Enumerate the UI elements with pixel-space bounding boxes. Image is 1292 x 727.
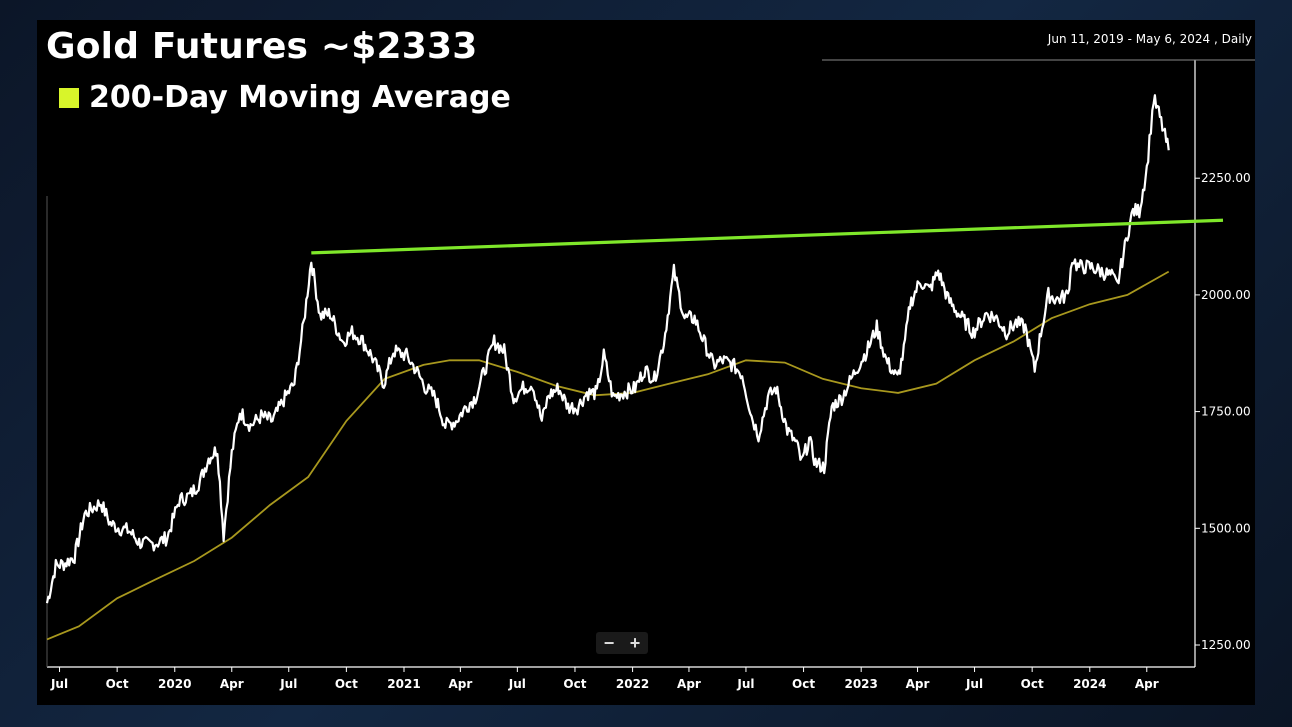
y-tick-label: 2000.00 — [1201, 288, 1251, 302]
x-tick-label: Oct — [1021, 677, 1044, 691]
x-tick-label: Oct — [106, 677, 129, 691]
y-axis-ticks: 1250.00 1500.00 1750.00 2000.00 2250.00 — [1195, 171, 1251, 652]
x-tick-label: Apr — [448, 677, 472, 691]
x-tick-label: Apr — [906, 677, 930, 691]
y-tick-label: 1750.00 — [1201, 405, 1251, 419]
y-tick-label: 1500.00 — [1201, 521, 1251, 535]
x-tick-label: Jul — [736, 677, 754, 691]
x-tick-label: 2021 — [387, 677, 420, 691]
x-tick-label: Jul — [508, 677, 526, 691]
resistance-trendline — [311, 218, 1224, 255]
y-tick-label: 2250.00 — [1201, 171, 1251, 185]
legend-swatch — [59, 87, 79, 108]
x-tick-label: Apr — [1135, 677, 1159, 691]
zoom-in-button[interactable]: + — [629, 633, 641, 653]
x-tick-label: 2023 — [844, 677, 877, 691]
x-axis-ticks: Jul Oct 2020 Apr Jul Oct 2021 Apr Jul Oct 2022 Apr J… — [50, 667, 1159, 691]
price-line — [45, 94, 1170, 604]
legend-label: 200-Day Moving Average — [89, 80, 511, 115]
chart-panel — [37, 20, 1255, 705]
x-tick-label: Jul — [965, 677, 983, 691]
y-tick-label: 1250.00 — [1201, 638, 1251, 652]
chart-series — [45, 94, 1224, 641]
x-tick-label: 2022 — [616, 677, 649, 691]
x-tick-label: Jul — [50, 677, 68, 691]
x-tick-label: Oct — [792, 677, 815, 691]
x-tick-label: Apr — [220, 677, 244, 691]
page-title: Gold Futures ~$2333 — [46, 26, 478, 67]
x-tick-label: Oct — [563, 677, 586, 691]
x-tick-label: 2024 — [1073, 677, 1106, 691]
x-tick-label: 2020 — [158, 677, 191, 691]
legend: 200-Day Moving Average — [59, 80, 511, 115]
x-tick-label: Oct — [335, 677, 358, 691]
chart-axes — [46, 59, 1255, 668]
x-tick-label: Apr — [677, 677, 701, 691]
zoom-controls: − + — [596, 632, 648, 654]
zoom-out-button[interactable]: − — [603, 633, 615, 653]
date-range-label: Jun 11, 2019 - May 6, 2024 , Daily — [1047, 32, 1252, 46]
x-tick-label: Jul — [279, 677, 297, 691]
